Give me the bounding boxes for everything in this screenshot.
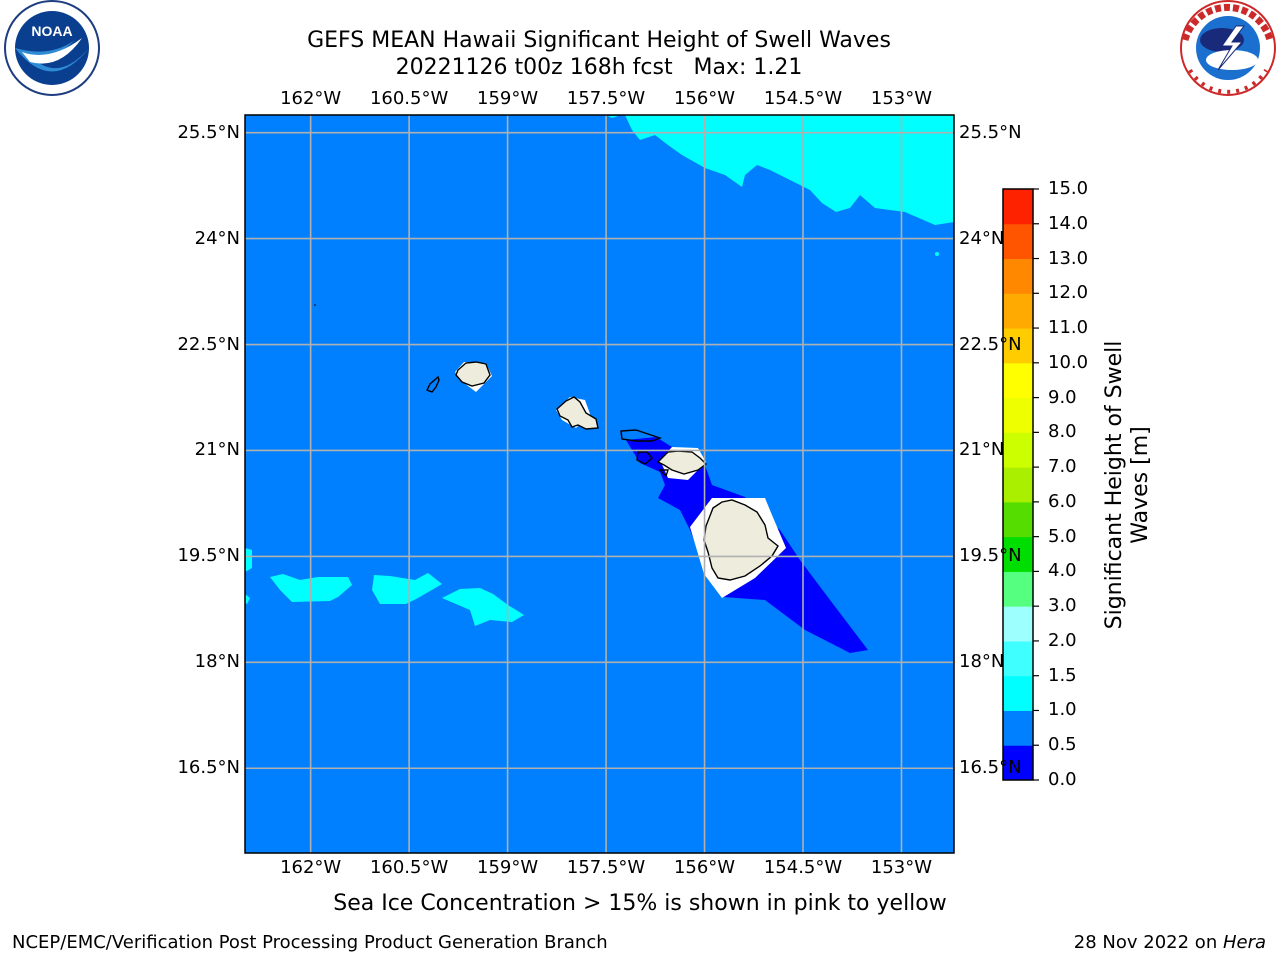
lat-label-right: 25.5°N [959, 121, 1022, 143]
colorbar-segment [1003, 432, 1033, 468]
colorbar-segment [1003, 189, 1033, 225]
lat-label-right: 16.5°N [959, 757, 1022, 779]
colorbar-segment [1003, 640, 1033, 677]
colorbar-segment [1003, 223, 1033, 260]
island-hawaii [703, 499, 779, 581]
colorbar-tick-label: 5.0 [1048, 525, 1077, 547]
colorbar-title: Significant Height of Swell Waves [m] [1102, 340, 1153, 630]
colorbar-segment [1003, 328, 1033, 364]
colorbar-tick-label: 7.0 [1048, 456, 1077, 478]
island-kauai [455, 361, 491, 387]
lon-label-top: 157.5°W [566, 88, 646, 109]
lat-label-right: 22.5°N [959, 333, 1022, 355]
lon-label-top: 159°W [477, 88, 539, 109]
colorbar-tick-label: 3.0 [1048, 595, 1077, 617]
colorbar-tick-label: 0.5 [1048, 734, 1077, 756]
island-kahoolawe [658, 469, 669, 478]
lat-label-left: 22.5°N [177, 333, 240, 355]
colorbar-tick-label: 0.0 [1048, 769, 1077, 790]
lon-label-bottom: 157.5°W [566, 857, 646, 878]
colorbar-tick-label: 1.5 [1048, 664, 1077, 686]
noaa-logo-icon: NOAA [4, 0, 100, 96]
colorbar-segment [1003, 258, 1033, 294]
lat-label-left: 25.5°N [177, 121, 240, 143]
colorbar-tick-label: 8.0 [1048, 421, 1077, 443]
colorbar-segment [1003, 675, 1033, 711]
colorbar-tick-label: 11.0 [1048, 317, 1089, 339]
lon-label-top: 154.5°W [763, 88, 843, 109]
lon-label-bottom: 156°W [673, 857, 736, 878]
islands [426, 361, 779, 581]
colorbar-segment [1003, 397, 1033, 433]
footer-date: 28 Nov 2022 on Hera [1073, 932, 1266, 953]
lat-label-left: 16.5°N [177, 757, 240, 779]
lon-label-bottom: 162°W [280, 857, 342, 878]
island-oahu [556, 396, 599, 430]
colorbar-tick-label: 1.0 [1048, 699, 1077, 721]
island-maui [656, 450, 708, 475]
colorbar-segment [1003, 606, 1033, 642]
map-area [245, 115, 954, 853]
lon-label-top: 153°W [870, 88, 933, 109]
map-gridlines [245, 115, 954, 853]
lon-label-bottom: 160.5°W [369, 857, 449, 878]
colorbar-tick-label: 14.0 [1048, 212, 1089, 234]
lon-label-bottom: 154.5°W [763, 857, 843, 878]
colorbar-frame [1002, 188, 1034, 781]
swell-contour-0.5-1.0 [245, 115, 954, 853]
lat-label-right: 18°N [959, 651, 1005, 673]
colorbar [1002, 188, 1039, 781]
swell-contour-1.0-1.5-north [625, 115, 954, 225]
svg-text:NOAA: NOAA [31, 23, 72, 39]
lon-label-top: 160.5°W [369, 88, 449, 109]
colorbar-segment [1003, 501, 1033, 538]
colorbar-tick-label: 2.0 [1048, 629, 1077, 651]
footer-branch: NCEP/EMC/Verification Post Processing Pr… [12, 932, 608, 953]
colorbar-segment [1003, 467, 1033, 503]
chart-title: GEFS MEAN Hawaii Significant Height of S… [307, 28, 891, 53]
colorbar-segment [1003, 362, 1033, 399]
sea-ice-caption: Sea Ice Concentration > 15% is shown in … [333, 891, 947, 916]
island-niihau [426, 375, 440, 393]
colorbar-tick-label: 9.0 [1048, 386, 1077, 408]
chart-subtitle: 20221126 t00z 168h fcst Max: 1.21 [395, 55, 803, 80]
colorbar-segment [1003, 536, 1033, 572]
lat-label-left: 21°N [194, 439, 240, 461]
map-frame [244, 114, 955, 854]
lat-label-left: 18°N [194, 651, 240, 673]
colorbar-tick-label: 6.0 [1048, 490, 1077, 512]
lon-label-bottom: 159°W [477, 857, 539, 878]
lat-label-left: 19.5°N [177, 545, 240, 567]
colorbar-tick-label: 4.0 [1048, 560, 1077, 582]
lat-label-right: 19.5°N [959, 545, 1022, 567]
lat-label-left: 24°N [194, 227, 240, 249]
colorbar-tick-label: 12.0 [1048, 282, 1089, 304]
island-lanai [636, 451, 653, 465]
lat-label-right: 21°N [959, 439, 1005, 461]
colorbar-tick-label: 15.0 [1048, 178, 1089, 199]
colorbar-tick-label: 10.0 [1048, 351, 1089, 373]
colorbar-segment [1003, 571, 1033, 607]
colorbar-segment [1003, 710, 1033, 746]
colorbar-tick-label: 13.0 [1048, 247, 1089, 269]
lon-label-top: 156°W [673, 88, 736, 109]
nws-logo-icon [1180, 0, 1276, 96]
lat-label-right: 24°N [959, 227, 1005, 249]
lon-label-bottom: 153°W [870, 857, 933, 878]
lon-label-top: 162°W [280, 88, 342, 109]
island-molokai [620, 429, 663, 442]
colorbar-segment [1003, 745, 1033, 781]
colorbar-segment [1003, 293, 1033, 329]
